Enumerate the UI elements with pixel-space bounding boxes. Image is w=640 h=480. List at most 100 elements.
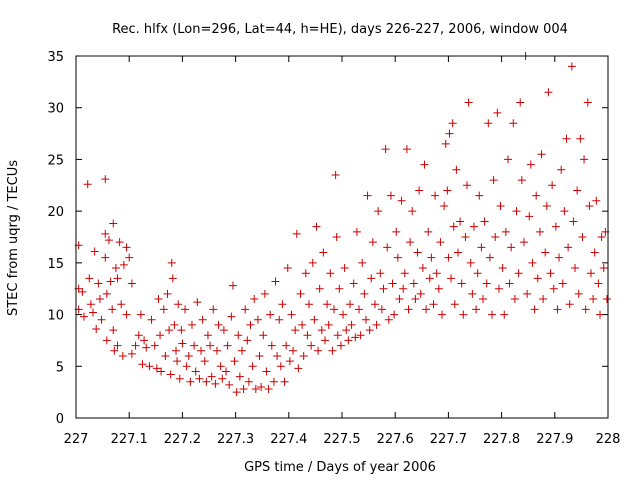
data-point <box>565 300 574 309</box>
data-point <box>195 374 204 383</box>
data-point <box>583 98 592 107</box>
x-tick-label: 227.7 <box>430 432 467 447</box>
data-point <box>269 377 278 386</box>
data-point <box>395 295 404 304</box>
data-point <box>539 295 548 304</box>
data-point <box>156 331 165 340</box>
data-point <box>181 305 190 314</box>
data-point <box>214 320 223 329</box>
data-point <box>190 341 199 350</box>
data-point <box>488 310 497 319</box>
x-tick-label: 227.2 <box>164 432 201 447</box>
data-point <box>115 238 124 247</box>
data-point <box>509 119 518 128</box>
data-point <box>315 284 324 293</box>
data-point <box>119 260 128 269</box>
data-point <box>443 186 452 195</box>
data-point <box>517 176 526 185</box>
data-point <box>376 269 385 278</box>
data-point <box>251 385 260 394</box>
data-point <box>127 349 136 358</box>
data-point <box>125 253 134 262</box>
data-point <box>127 279 136 288</box>
data-point <box>383 243 392 252</box>
data-point <box>516 98 525 107</box>
data-point <box>235 372 244 381</box>
data-point <box>285 357 294 366</box>
data-point <box>514 269 523 278</box>
data-point <box>558 279 567 288</box>
data-point <box>241 305 250 314</box>
data-point <box>110 346 119 355</box>
data-point <box>475 191 484 200</box>
data-point <box>464 98 473 107</box>
data-point <box>592 196 601 205</box>
data-point <box>436 238 445 247</box>
data-point <box>330 305 339 314</box>
data-point <box>174 300 183 309</box>
data-point <box>356 331 365 340</box>
x-tick-label: 227.4 <box>270 432 307 447</box>
data-point <box>404 305 413 314</box>
data-point <box>429 300 438 309</box>
data-point <box>528 258 537 267</box>
data-point <box>260 289 269 298</box>
data-point <box>336 341 345 350</box>
data-point <box>466 258 475 267</box>
data-point <box>89 308 98 317</box>
data-point <box>228 281 237 290</box>
data-point <box>246 320 255 329</box>
data-point <box>237 346 246 355</box>
data-point <box>250 295 259 304</box>
data-point <box>450 300 459 309</box>
data-point <box>340 264 349 273</box>
data-point <box>505 279 514 288</box>
data-point <box>331 170 340 179</box>
data-point <box>392 227 401 236</box>
data-point <box>411 295 420 304</box>
data-point <box>136 310 145 319</box>
data-point <box>549 284 558 293</box>
data-point <box>498 264 507 273</box>
data-point <box>266 310 275 319</box>
data-point <box>452 165 461 174</box>
data-point <box>415 186 424 195</box>
data-point <box>358 258 367 267</box>
data-point <box>569 217 578 226</box>
data-point <box>432 269 441 278</box>
data-point <box>384 315 393 324</box>
data-point <box>106 277 115 286</box>
data-point <box>374 207 383 216</box>
x-tick-label: 227.3 <box>217 432 254 447</box>
data-point <box>335 284 344 293</box>
data-point <box>542 201 551 210</box>
data-point <box>109 219 118 228</box>
data-point <box>154 295 163 304</box>
y-tick-label: 35 <box>47 50 64 65</box>
data-point <box>166 370 175 379</box>
data-point <box>413 248 422 257</box>
data-point <box>187 320 196 329</box>
data-point <box>501 227 510 236</box>
data-point <box>393 253 402 262</box>
data-point <box>456 217 465 226</box>
y-tick-label: 30 <box>47 102 64 117</box>
data-point <box>463 181 472 190</box>
data-point <box>360 289 369 298</box>
data-point <box>147 315 156 324</box>
data-point <box>259 331 268 340</box>
data-point <box>122 243 131 252</box>
data-point <box>168 274 177 283</box>
data-point <box>222 367 231 376</box>
data-point <box>399 284 408 293</box>
data-point <box>363 191 372 200</box>
data-point <box>532 191 541 200</box>
data-point <box>447 274 456 283</box>
data-point <box>291 326 300 335</box>
data-point <box>308 258 317 267</box>
data-point <box>232 388 241 397</box>
data-point <box>273 351 282 360</box>
data-point <box>571 264 580 273</box>
data-point <box>142 343 151 352</box>
data-point <box>207 372 216 381</box>
